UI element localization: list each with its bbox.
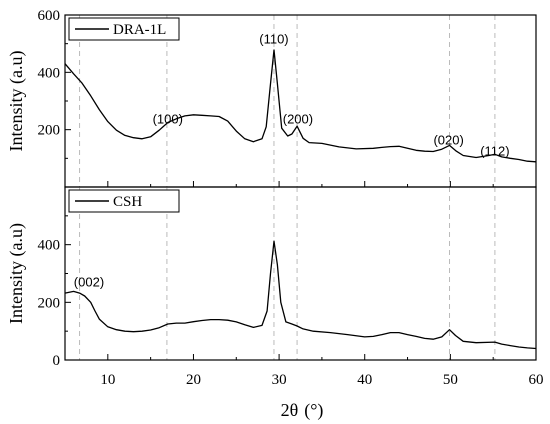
legend-label: DRA-1L	[113, 22, 166, 38]
series-line-dra-1l	[64, 49, 537, 163]
legend-box	[68, 17, 180, 41]
series-line-csh	[64, 240, 537, 350]
plot-frame	[64, 14, 537, 188]
y-axis-title: Intensity (a.u)	[6, 223, 27, 324]
x-tick-label: 50	[443, 372, 458, 388]
x-tick-label: 20	[186, 372, 201, 388]
y-tick-label: 400	[38, 238, 61, 254]
y-tick-label: 400	[38, 65, 61, 81]
x-tick-label: 10	[100, 372, 115, 388]
peak-annotation: (100)	[153, 111, 183, 126]
panel-csh: 0 200 400 Intensity (a.u) CSH (002)	[6, 186, 537, 369]
legend-box	[68, 189, 180, 213]
x-axis-title: 2θ (°)	[281, 400, 324, 421]
x-tick-label: 30	[272, 372, 287, 388]
x-tick-label: 60	[529, 372, 544, 388]
x-tick-label: 40	[357, 372, 372, 388]
y-axis-title: Intensity (a.u)	[6, 51, 27, 152]
plot-frame	[64, 186, 537, 361]
peak-annotation: (112)	[480, 143, 509, 158]
peak-annotation: (002)	[74, 274, 104, 289]
shared-x-axis: 2θ (°) 10 20 30 40 50 60	[100, 372, 543, 421]
y-tick-label: 200	[38, 295, 61, 311]
panel-dra-1l: 200 400 600 Intensity (a.u) DRA-1L (100) (110)…	[6, 8, 537, 188]
y-tick-label: 600	[38, 8, 61, 24]
peak-annotation: (110)	[259, 32, 288, 47]
y-tick-label: 200	[38, 123, 61, 139]
legend-label: CSH	[113, 194, 142, 210]
peak-annotation: (020)	[433, 133, 463, 148]
y-tick-label: 0	[53, 353, 61, 369]
peak-annotation: (200)	[283, 111, 313, 126]
